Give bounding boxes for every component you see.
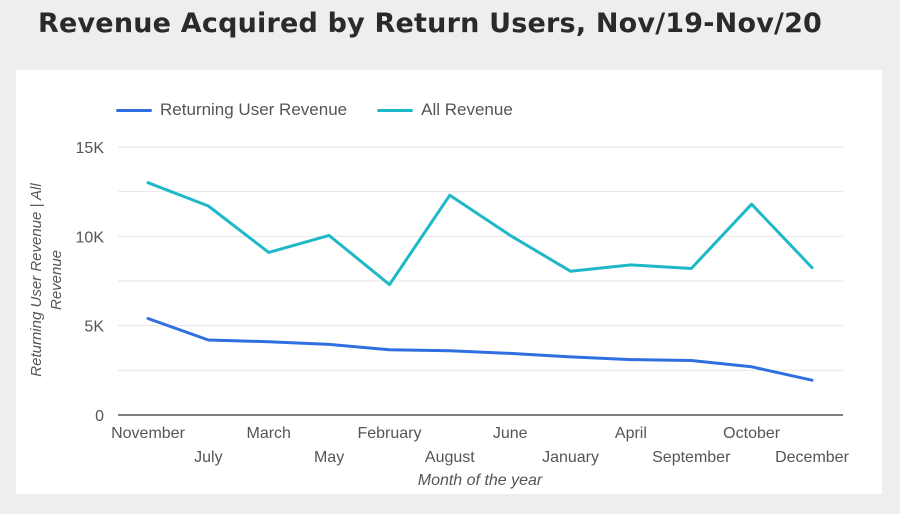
chart-title: Revenue Acquired by Return Users, Nov/19…: [38, 8, 823, 39]
x-tick-label: March: [247, 425, 291, 442]
x-tick-label: January: [542, 449, 599, 466]
x-axis-label: Month of the year: [418, 472, 543, 489]
y-tick-label: 0: [95, 408, 104, 425]
chart-card: [16, 70, 882, 494]
series-lines: [146, 181, 814, 382]
legend-label-all: All Revenue: [421, 100, 513, 119]
x-tick-label: June: [493, 425, 528, 442]
x-tick-label: October: [723, 425, 781, 442]
x-tick-label: February: [357, 425, 421, 442]
y-tick-label: 5K: [84, 319, 104, 336]
x-tick-label: August: [425, 449, 475, 466]
y-axis-label-line-1: Returning User Revenue | All: [28, 183, 45, 377]
legend-label-returning: Returning User Revenue: [160, 100, 348, 119]
y-tick-label: 15K: [76, 140, 105, 157]
x-tick-label: May: [314, 449, 344, 466]
legend-swatch-returning: [116, 108, 152, 112]
legend-item-all-revenue[interactable]: All Revenue: [377, 100, 513, 120]
x-tick-label: December: [775, 449, 849, 466]
grid-lines: [118, 146, 843, 371]
series-line-all-revenue[interactable]: [146, 181, 814, 287]
y-axis-ticks: 0 5K 10K 15K: [76, 140, 105, 425]
x-tick-label: September: [652, 449, 731, 466]
legend-swatch-all: [377, 108, 414, 112]
x-tick-label: April: [615, 425, 647, 442]
y-axis-label-line-2: Revenue: [48, 250, 65, 310]
y-tick-label: 10K: [76, 229, 105, 246]
chart-legend: Returning User Revenue All Revenue: [116, 100, 543, 120]
x-tick-label: July: [194, 449, 222, 466]
legend-item-returning-user-revenue[interactable]: Returning User Revenue: [116, 100, 347, 120]
x-tick-label: November: [111, 425, 185, 442]
series-line-returning-user-revenue[interactable]: [146, 317, 814, 382]
